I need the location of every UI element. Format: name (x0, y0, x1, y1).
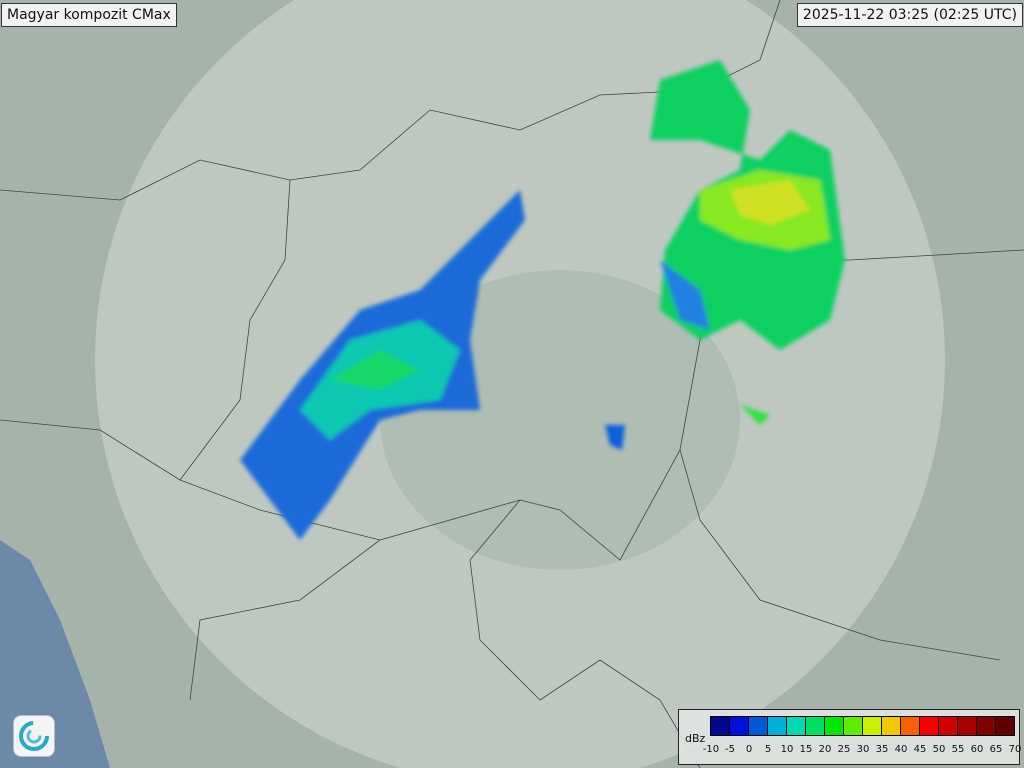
color-segment (901, 717, 920, 735)
color-segment (958, 717, 977, 735)
color-segment (806, 717, 825, 735)
legend-tick-label: 15 (799, 744, 813, 755)
met-service-swirl-icon (13, 715, 55, 757)
legend-tick-label: 30 (856, 744, 870, 755)
legend-tick-label: 65 (989, 744, 1003, 755)
product-title: Magyar kompozit CMax (1, 3, 177, 27)
color-segment (996, 717, 1014, 735)
adriatic-sea (0, 540, 110, 768)
color-segment (711, 717, 730, 735)
legend-tick-label: 55 (951, 744, 965, 755)
dbz-color-legend: dBz -10 -5 0 5 10 15 20 25 30 35 40 45 50 55 60 65 70 (678, 709, 1022, 765)
legend-tick-label: -5 (725, 744, 735, 755)
color-segment (787, 717, 806, 735)
legend-tick-label: 25 (837, 744, 851, 755)
legend-tick-label: 45 (913, 744, 927, 755)
color-segment (844, 717, 863, 735)
color-segment (825, 717, 844, 735)
color-scale-bar (710, 716, 1015, 736)
color-segment (882, 717, 901, 735)
color-segment (749, 717, 768, 735)
radar-echoes (240, 60, 845, 540)
color-segment (768, 717, 787, 735)
legend-tick-label: -10 (702, 744, 720, 755)
color-segment (977, 717, 996, 735)
legend-unit: dBz (685, 732, 706, 745)
legend-tick-label: 5 (764, 744, 772, 755)
legend-tick-label: 40 (894, 744, 908, 755)
color-segment (939, 717, 958, 735)
legend-tick-label: 70 (1008, 744, 1022, 755)
legend-tick-labels: -10 -5 0 5 10 15 20 25 30 35 40 45 50 55 60 65 70 (703, 744, 1022, 758)
legend-tick-label: 35 (875, 744, 889, 755)
timestamp: 2025-11-22 03:25 (02:25 UTC) (796, 3, 1023, 27)
color-segment (920, 717, 939, 735)
legend-tick-label: 10 (780, 744, 794, 755)
legend-tick-label: 50 (932, 744, 946, 755)
color-segment (863, 717, 882, 735)
legend-tick-label: 60 (970, 744, 984, 755)
color-segment (730, 717, 749, 735)
legend-tick-label: 0 (745, 744, 753, 755)
legend-tick-label: 20 (818, 744, 832, 755)
